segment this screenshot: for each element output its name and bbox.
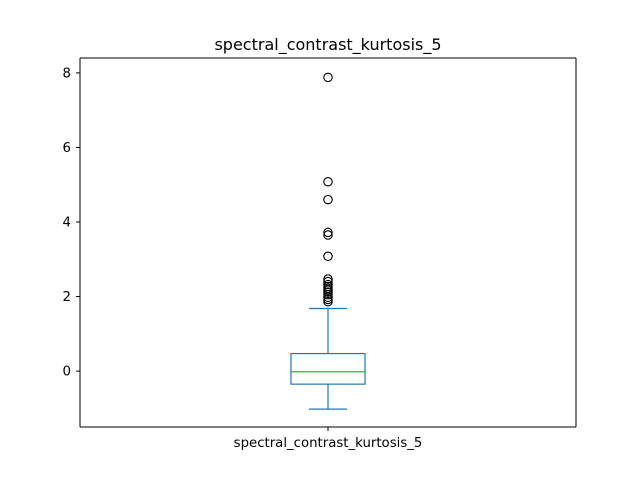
y-tick-label: 4 <box>63 216 71 231</box>
plot-area: 0 2 4 6 8 spectral_contrast_kurtosis_5 <box>63 57 577 451</box>
outlier-point <box>323 194 333 205</box>
x-tick-label: spectral_contrast_kurtosis_5 <box>234 436 423 451</box>
outlier-point <box>323 251 333 262</box>
outlier-point <box>323 289 333 300</box>
y-tick-label: 2 <box>63 290 71 305</box>
outlier-point <box>323 72 333 83</box>
outlier-point <box>323 227 333 238</box>
outlier-point <box>323 292 333 303</box>
chart-title: spectral_contrast_kurtosis_5 <box>214 35 441 55</box>
outlier-point <box>323 274 333 284</box>
y-tick-label: 6 <box>63 141 71 156</box>
iqr-box <box>290 352 366 385</box>
outlier-point <box>323 230 333 240</box>
outlier-point <box>323 176 333 187</box>
outlier-point <box>323 287 333 297</box>
y-tick-label: 8 <box>63 66 71 81</box>
outlier-point <box>323 294 333 305</box>
y-tick-label: 0 <box>63 365 71 380</box>
outlier-point <box>323 297 333 307</box>
